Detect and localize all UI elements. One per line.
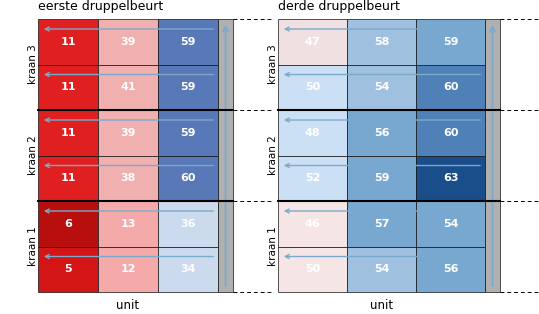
Bar [98,110,158,155]
Bar [158,19,218,64]
Bar [416,246,485,292]
Text: 56: 56 [374,128,389,138]
Text: 50: 50 [305,82,320,92]
Text: 39: 39 [120,37,136,47]
Bar [278,110,347,155]
Text: 59: 59 [180,37,196,47]
Text: 59: 59 [374,173,389,183]
Text: 54: 54 [374,82,389,92]
Bar [278,19,347,64]
Bar [38,246,98,292]
Text: 54: 54 [374,264,389,274]
Text: kraan 3: kraan 3 [28,45,38,84]
Bar [98,19,158,64]
Bar [416,201,485,246]
Text: 50: 50 [305,264,320,274]
Bar [416,155,485,201]
Text: 60: 60 [180,173,196,183]
Text: 12: 12 [120,264,136,274]
Text: 41: 41 [120,82,136,92]
Text: kraan 2: kraan 2 [268,136,278,176]
Bar [416,64,485,110]
Text: 59: 59 [180,128,196,138]
Bar [158,64,218,110]
Text: 52: 52 [305,173,320,183]
Text: 47: 47 [305,37,320,47]
Text: derde druppelbeurt: derde druppelbeurt [278,0,400,13]
Bar [98,201,158,246]
Bar [347,201,416,246]
Bar [278,155,347,201]
Bar [98,246,158,292]
Text: 39: 39 [120,128,136,138]
Bar [485,19,500,292]
Text: 38: 38 [120,173,136,183]
Bar [98,155,158,201]
Text: unit: unit [370,299,393,312]
Text: 11: 11 [60,128,76,138]
Text: 34: 34 [180,264,196,274]
Text: 11: 11 [60,173,76,183]
Bar [158,201,218,246]
Bar [158,110,218,155]
Text: 48: 48 [305,128,320,138]
Bar [278,246,347,292]
Bar [347,110,416,155]
Text: 56: 56 [443,264,458,274]
Bar [38,110,98,155]
Bar [347,64,416,110]
Text: kraan 2: kraan 2 [28,136,38,176]
Text: 60: 60 [443,128,458,138]
Bar [416,110,485,155]
Text: 11: 11 [60,37,76,47]
Bar [158,155,218,201]
Text: 60: 60 [443,82,458,92]
Text: unit: unit [116,299,140,312]
Bar [38,19,98,64]
Text: eerste druppelbeurt: eerste druppelbeurt [38,0,163,13]
Bar [416,19,485,64]
Text: 36: 36 [180,219,196,229]
Text: 58: 58 [374,37,389,47]
Text: kraan 3: kraan 3 [268,45,278,84]
Bar [38,201,98,246]
Text: kraan 1: kraan 1 [268,227,278,266]
Text: 46: 46 [305,219,320,229]
Bar [158,246,218,292]
Bar [278,64,347,110]
Bar [218,19,233,292]
Text: 6: 6 [64,219,72,229]
Text: 5: 5 [64,264,72,274]
Text: 59: 59 [180,82,196,92]
Bar [38,64,98,110]
Text: 54: 54 [443,219,458,229]
Text: 11: 11 [60,82,76,92]
Bar [38,155,98,201]
Bar [98,64,158,110]
Bar [278,201,347,246]
Text: 63: 63 [443,173,458,183]
Bar [347,246,416,292]
Text: 13: 13 [120,219,136,229]
Text: 59: 59 [443,37,458,47]
Text: 57: 57 [374,219,389,229]
Text: kraan 1: kraan 1 [28,227,38,266]
Bar [347,155,416,201]
Bar [347,19,416,64]
